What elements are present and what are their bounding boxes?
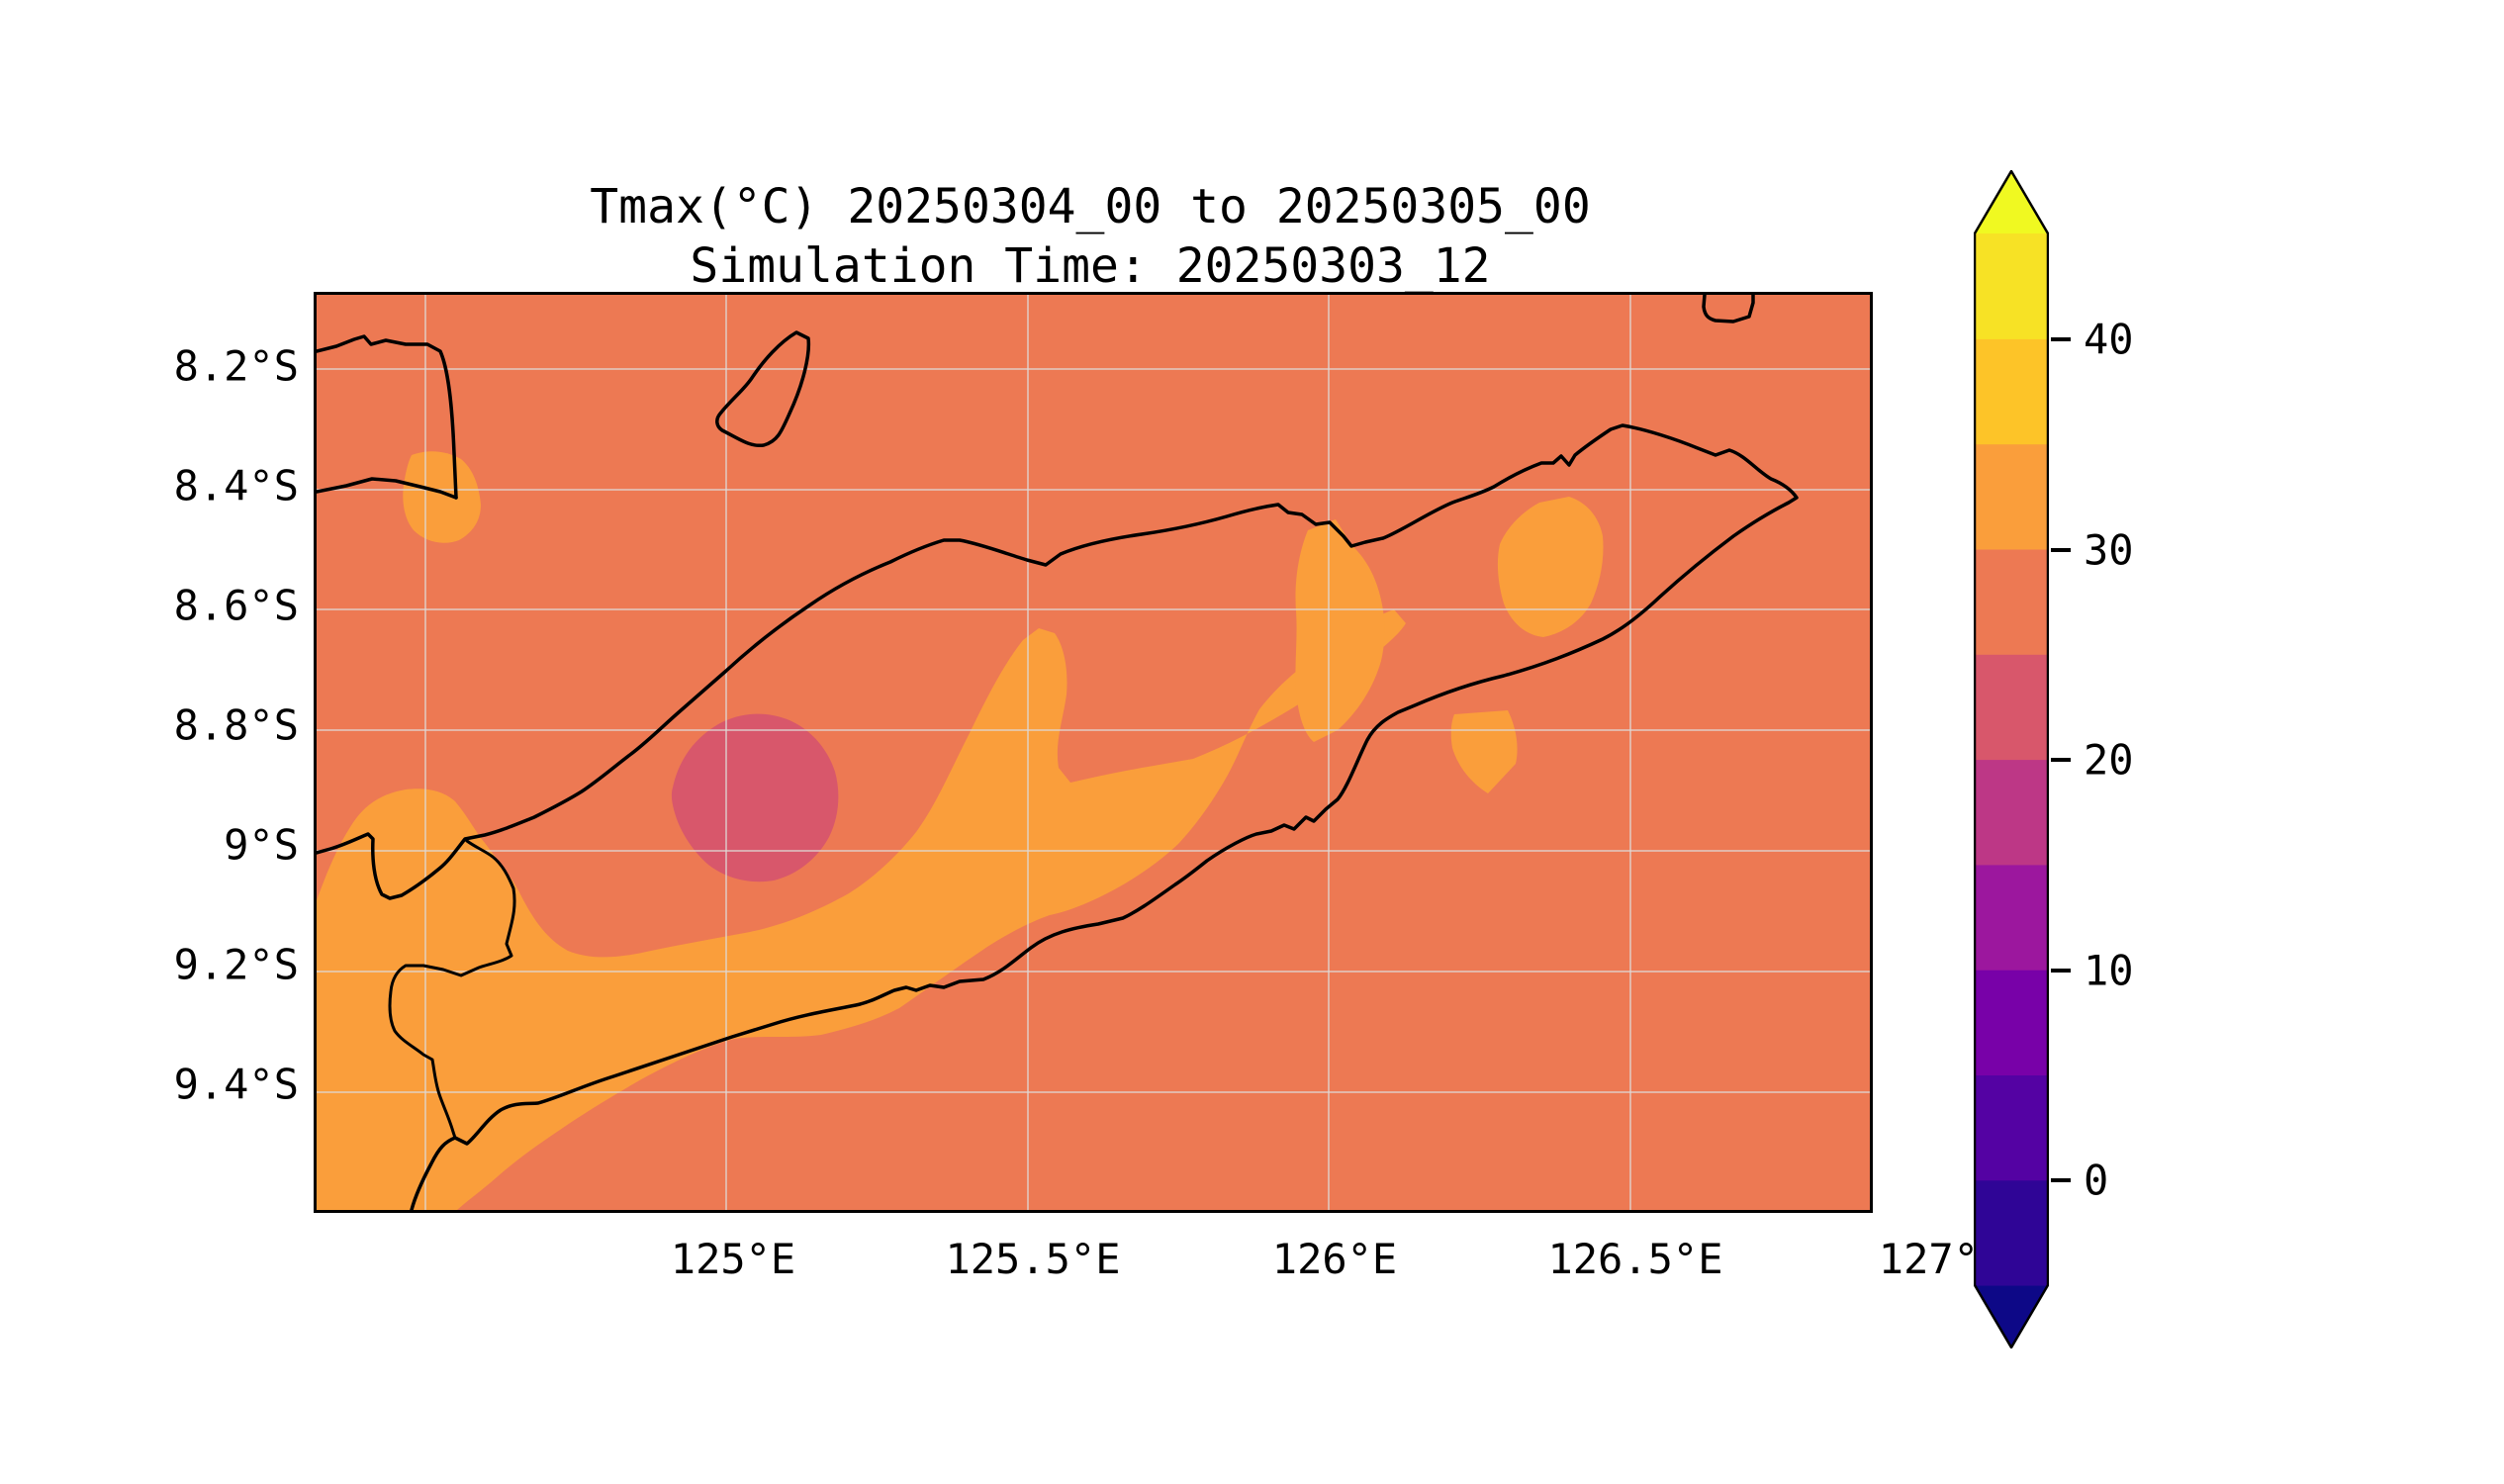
colorbar-over-arrow bbox=[1974, 170, 2049, 233]
tmax-band-30-35-southwest-field bbox=[317, 609, 1406, 1210]
tmax-band-30-35-northeast-hexagon-patch bbox=[1497, 497, 1604, 637]
colorbar-tick-mark-20 bbox=[2051, 758, 2071, 762]
colorbar-outline bbox=[1974, 170, 2049, 1348]
colorbar-band-40–45 bbox=[1974, 233, 2049, 339]
lon-tick-label-2: 126°E bbox=[1271, 1235, 1398, 1283]
colorbar-svg bbox=[1974, 170, 2049, 1348]
lat-tick-label-5: 9.2°S bbox=[173, 940, 299, 989]
colorbar-tick-label-30: 30 bbox=[2084, 525, 2134, 575]
chart-title: Tmax(°C) 20250304_00 to 20250305_00 bbox=[590, 179, 1591, 234]
lon-tick-label-0: 125°E bbox=[670, 1235, 796, 1283]
colorbar-tick-label-10: 10 bbox=[2084, 946, 2134, 995]
colorbar-tick-mark-30 bbox=[2051, 548, 2071, 552]
land-border-west-timor bbox=[388, 839, 516, 1140]
colorbar-band-5–10 bbox=[1974, 970, 2049, 1075]
colorbar-band-20–25 bbox=[1974, 654, 2049, 761]
tmax-band-30-35-northwest-patch bbox=[403, 451, 481, 543]
colorbar-tick-mark-10 bbox=[2051, 969, 2071, 973]
lat-tick-label-0: 8.2°S bbox=[173, 341, 299, 391]
tmax-band-30-35-northcoast-banana-patch bbox=[1295, 519, 1385, 742]
lat-tick-label-4: 9°S bbox=[224, 820, 299, 870]
coastline-kisar-island bbox=[1702, 295, 1755, 324]
colorbar-band-30–35 bbox=[1974, 443, 2049, 550]
colorbar-tick-label-20: 20 bbox=[2084, 735, 2134, 785]
lat-tick-label-2: 8.6°S bbox=[173, 581, 299, 630]
lon-tick-label-1: 125.5°E bbox=[945, 1235, 1121, 1283]
colorbar-tick-mark-0 bbox=[2051, 1178, 2071, 1182]
tmax-band-30-35-east-small-patch bbox=[1450, 710, 1518, 793]
lat-tick-label-3: 8.8°S bbox=[173, 700, 299, 750]
coastline-timor-island bbox=[317, 423, 1799, 1210]
colorbar-band-35–40 bbox=[1974, 338, 2049, 445]
lon-tick-label-3: 126.5°E bbox=[1547, 1235, 1723, 1283]
colorbar-band-25–30 bbox=[1974, 548, 2049, 655]
map-plot-area bbox=[314, 292, 1873, 1213]
chart-subtitle: Simulation Time: 20250303_12 bbox=[690, 238, 1491, 294]
lat-tick-label-6: 9.4°S bbox=[173, 1060, 299, 1109]
colorbar-tick-mark-40 bbox=[2051, 337, 2071, 341]
coastline-alor-bottom bbox=[317, 477, 458, 500]
colorbar-band--5–0 bbox=[1974, 1179, 2049, 1286]
map-svg bbox=[317, 295, 1870, 1210]
coastline-atauro-island bbox=[715, 330, 811, 448]
colorbar-under-arrow bbox=[1974, 1285, 2049, 1348]
lat-tick-label-1: 8.4°S bbox=[173, 461, 299, 510]
colorbar-band-15–20 bbox=[1974, 759, 2049, 866]
colorbar-tick-label-40: 40 bbox=[2084, 315, 2134, 364]
colorbar-band-10–15 bbox=[1974, 864, 2049, 971]
colorbar-band-0–5 bbox=[1974, 1074, 2049, 1181]
colorbar-tick-label-0: 0 bbox=[2084, 1156, 2109, 1205]
coastline-alor-top bbox=[317, 334, 458, 500]
tmax-band-20-25-highland-patch bbox=[671, 713, 839, 882]
